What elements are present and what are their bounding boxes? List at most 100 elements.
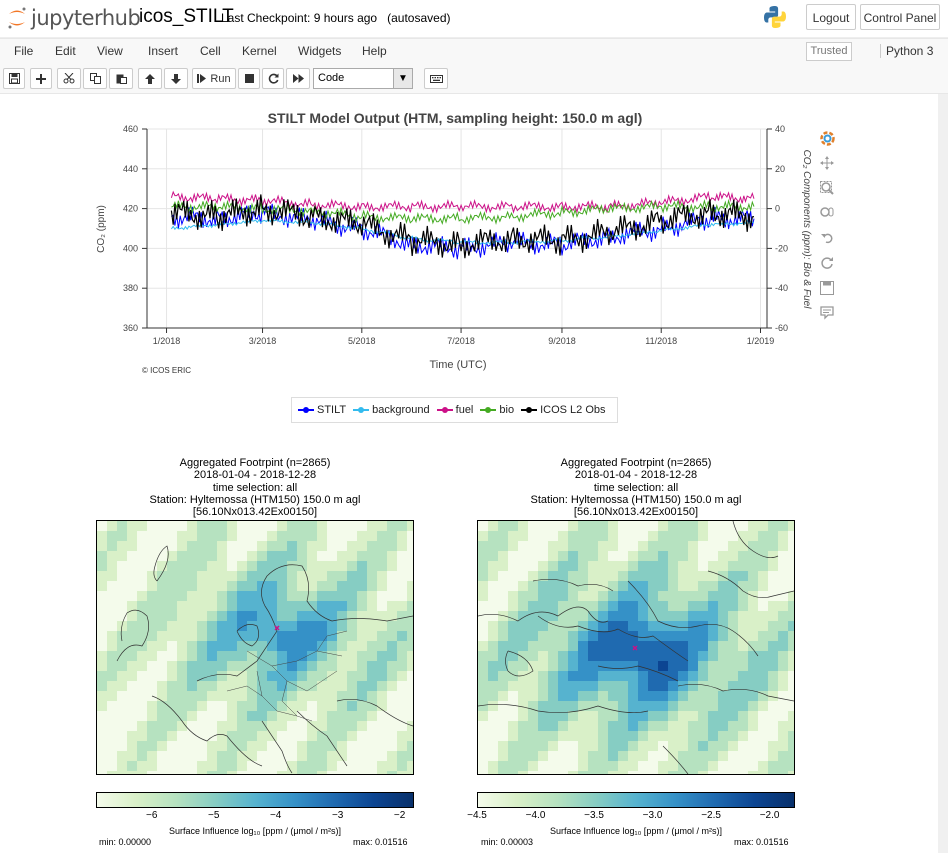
heatmap-cell <box>608 661 618 671</box>
command-palette-button[interactable] <box>424 68 448 89</box>
footprint-heatmap-2 <box>478 521 794 774</box>
heatmap-cell <box>247 521 257 531</box>
wheel-zoom-tool-icon[interactable] <box>818 203 836 223</box>
menu-kernel[interactable]: Kernel <box>242 44 277 58</box>
move-up-button[interactable] <box>138 68 162 89</box>
heatmap-cell <box>778 611 788 621</box>
heatmap-cell <box>618 591 628 601</box>
heatmap-cell <box>397 541 407 551</box>
interrupt-button[interactable] <box>238 68 260 89</box>
heatmap-cell <box>327 541 337 551</box>
arrow-up-icon <box>145 73 155 84</box>
insert-cell-button[interactable] <box>30 68 52 89</box>
heatmap-cell <box>297 611 307 621</box>
heatmap-cell <box>317 551 327 561</box>
heatmap-cell <box>638 591 648 601</box>
heatmap-cell <box>227 681 237 691</box>
scrollbar[interactable] <box>938 94 948 853</box>
save-tool-icon[interactable] <box>818 278 836 298</box>
heatmap-cell <box>768 561 778 571</box>
legend-item-background[interactable]: background <box>353 404 430 416</box>
heatmap-cell <box>277 621 287 631</box>
run-button[interactable]: Run <box>192 68 236 89</box>
legend-item-bio[interactable]: bio <box>480 404 514 416</box>
heatmap-cell <box>107 621 117 631</box>
heatmap-cell <box>668 581 678 591</box>
heatmap-cell <box>788 671 794 681</box>
copy-button[interactable] <box>83 68 107 89</box>
heatmap-cell <box>568 631 578 641</box>
heatmap-cell <box>117 521 127 531</box>
legend-item-fuel[interactable]: fuel <box>436 404 473 416</box>
heatmap-cell <box>598 661 608 671</box>
hover-tool-icon[interactable] <box>818 303 836 323</box>
heatmap-cell <box>558 531 568 541</box>
heatmap-cell <box>628 761 638 771</box>
restart-button[interactable] <box>262 68 284 89</box>
menu-cell[interactable]: Cell <box>200 44 221 58</box>
heatmap-cell <box>127 521 137 531</box>
heatmap-cell <box>508 691 518 701</box>
heatmap-cell <box>247 701 257 711</box>
heatmap-cell <box>528 621 538 631</box>
heatmap-cell <box>327 551 337 561</box>
heatmap-cell <box>788 561 794 571</box>
trusted-indicator[interactable]: Trusted <box>806 42 852 61</box>
heatmap-cell <box>528 541 538 551</box>
heatmap-cell <box>568 561 578 571</box>
heatmap-cell <box>107 551 117 561</box>
heatmap-cell <box>357 731 367 741</box>
heatmap-cell <box>237 771 247 774</box>
heatmap-cell <box>387 761 397 771</box>
save-button[interactable] <box>3 68 25 89</box>
notebook-title[interactable]: icos_STILT <box>139 6 234 27</box>
pan-tool-icon[interactable] <box>818 153 836 173</box>
heatmap-cell <box>678 651 688 661</box>
heatmap-cell <box>347 741 357 751</box>
heatmap-cell <box>658 701 668 711</box>
heatmap-cell <box>778 691 788 701</box>
move-down-button[interactable] <box>164 68 188 89</box>
heatmap-cell <box>267 641 277 651</box>
control-panel-button[interactable]: Control Panel <box>860 4 940 30</box>
paste-button[interactable] <box>109 68 133 89</box>
heatmap-cell <box>117 571 127 581</box>
heatmap-cell <box>207 691 217 701</box>
heatmap-cell <box>387 561 397 571</box>
menu-insert[interactable]: Insert <box>148 44 179 58</box>
legend-item-obs[interactable]: ICOS L2 Obs <box>521 404 606 416</box>
heatmap-cell <box>347 631 357 641</box>
heatmap-cell <box>397 581 407 591</box>
heatmap-cell <box>197 561 207 571</box>
menu-edit[interactable]: Edit <box>55 44 76 58</box>
legend-item-stilt[interactable]: STILT <box>298 404 346 416</box>
heatmap-cell <box>357 621 367 631</box>
heatmap-cell <box>518 661 528 671</box>
kernel-indicator[interactable]: Python 3 <box>880 44 933 58</box>
heatmap-cell <box>778 601 788 611</box>
heatmap-cell <box>397 531 407 541</box>
heatmap-cell <box>217 611 227 621</box>
box-zoom-tool-icon[interactable] <box>818 178 836 198</box>
heatmap-cell <box>648 721 658 731</box>
restart-run-all-button[interactable] <box>286 68 310 89</box>
undo-tool-icon[interactable] <box>818 228 836 248</box>
reset-tool-icon[interactable] <box>818 253 836 273</box>
heatmap-cell <box>578 631 588 641</box>
heatmap-cell <box>698 771 708 774</box>
menu-widgets[interactable]: Widgets <box>298 44 342 58</box>
menu-view[interactable]: View <box>97 44 123 58</box>
menu-file[interactable]: File <box>14 44 34 58</box>
menu-help[interactable]: Help <box>362 44 387 58</box>
cut-button[interactable] <box>57 68 81 89</box>
heatmap-cell <box>568 731 578 741</box>
heatmap-cell <box>297 691 307 701</box>
heatmap-cell <box>337 751 347 761</box>
heatmap-cell <box>337 741 347 751</box>
heatmap-cell <box>598 711 608 721</box>
cell-type-select[interactable]: Code ▼ <box>313 68 413 89</box>
logout-button[interactable]: Logout <box>806 4 856 30</box>
heatmap-cell <box>678 541 688 551</box>
jupyterhub-logo[interactable]: jupyterhub <box>6 6 141 30</box>
bokeh-logo-icon[interactable] <box>818 128 836 148</box>
